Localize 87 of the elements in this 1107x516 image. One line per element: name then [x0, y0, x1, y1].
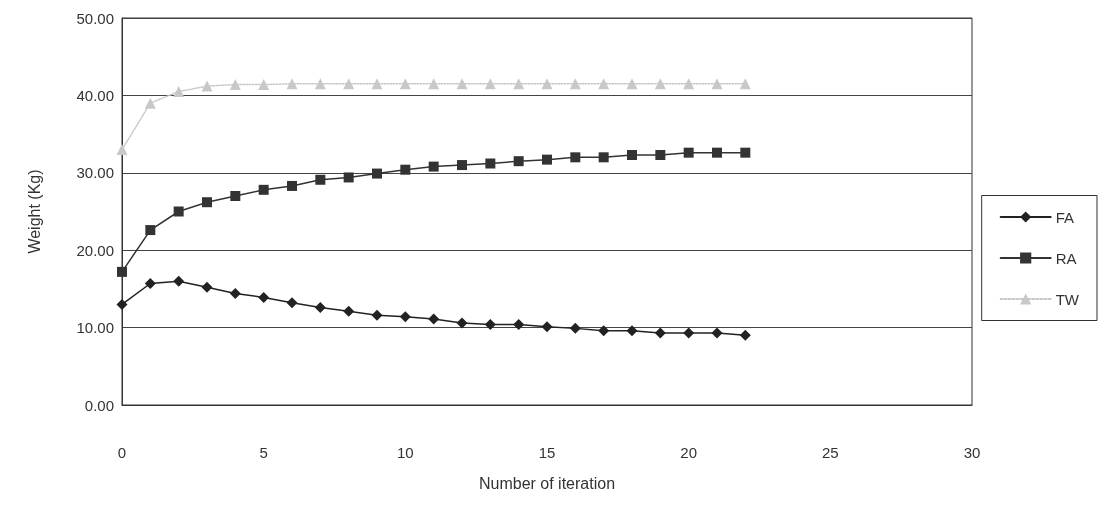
legend-label: TW [1055, 290, 1080, 308]
point [740, 147, 751, 158]
point [683, 147, 694, 158]
point [598, 325, 610, 337]
point [456, 78, 468, 90]
y-tick-label: 30.00 [76, 164, 114, 182]
y-tick-label: 50.00 [76, 9, 114, 27]
point [173, 275, 185, 287]
point [230, 191, 241, 202]
point [683, 327, 695, 339]
point [116, 144, 128, 156]
y-tick-label: 20.00 [76, 241, 114, 259]
y-tick-label: 10.00 [76, 319, 114, 337]
point [315, 174, 326, 185]
x-axis-title: Number of iteration [478, 474, 616, 492]
point [117, 266, 127, 277]
x-tick-label: 0 [117, 444, 127, 461]
point [343, 172, 354, 183]
point [456, 317, 468, 329]
point [626, 78, 638, 90]
point [428, 78, 440, 90]
point [400, 164, 411, 175]
point [372, 168, 382, 179]
point [343, 305, 355, 317]
point [484, 78, 496, 90]
point [541, 321, 553, 333]
point [654, 327, 666, 339]
point [484, 319, 496, 330]
point [314, 78, 326, 90]
point [654, 78, 666, 90]
point [739, 78, 751, 90]
point [371, 309, 383, 321]
point [428, 161, 439, 172]
point [399, 78, 411, 90]
point [144, 277, 156, 289]
point [173, 206, 184, 217]
point [598, 152, 609, 163]
point [541, 78, 553, 90]
point [513, 319, 525, 330]
x-tick-label: 10 [396, 444, 414, 461]
point [173, 86, 185, 98]
point [569, 322, 581, 334]
point [570, 152, 581, 163]
point [399, 311, 411, 323]
legend-label: FA [1055, 208, 1075, 226]
point [513, 156, 524, 167]
x-tick-label: 15 [538, 444, 556, 461]
point [343, 78, 355, 90]
point [627, 150, 637, 160]
x-tick-label: 20 [680, 444, 698, 461]
point [144, 97, 156, 109]
y-tick-label: 40.00 [76, 86, 114, 104]
point [626, 325, 638, 337]
point [598, 78, 610, 90]
point [258, 79, 270, 91]
legend-label: RA [1055, 249, 1077, 267]
point [683, 78, 695, 90]
y-tick-label: 0.00 [84, 396, 114, 414]
y-axis-title: Weight (Kg) [25, 169, 43, 254]
point [513, 78, 525, 90]
point [201, 80, 213, 92]
point [371, 78, 383, 90]
point [286, 78, 298, 90]
point [457, 160, 467, 171]
point [229, 79, 241, 91]
x-tick-label: 30 [963, 444, 981, 461]
point [569, 78, 581, 90]
point [739, 329, 751, 341]
point [314, 301, 326, 313]
point [202, 197, 212, 208]
point [286, 297, 298, 309]
point [711, 327, 723, 339]
point [116, 298, 128, 310]
point [201, 281, 213, 293]
point [542, 154, 552, 165]
point [287, 180, 297, 191]
x-tick-label: 5 [259, 444, 268, 461]
point [428, 313, 440, 325]
point [145, 225, 156, 236]
point [485, 158, 496, 169]
point [712, 147, 722, 158]
point [258, 184, 269, 195]
point [229, 288, 241, 300]
point [711, 78, 723, 90]
point [655, 150, 666, 160]
x-tick-label: 25 [821, 444, 839, 461]
point [258, 291, 270, 303]
